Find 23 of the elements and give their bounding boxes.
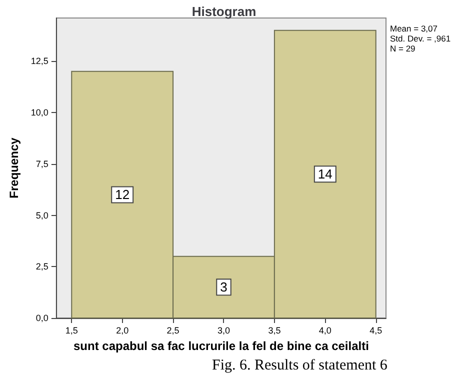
x-tick-label: 1,5 [65, 326, 78, 336]
caption: Fig. 6. Results of statement 6 [212, 358, 388, 374]
y-tick-label: 0,0 [36, 313, 48, 323]
x-tick-label: 2,5 [166, 326, 180, 336]
text: N = 29 [390, 44, 416, 54]
x-tick-label: 4,5 [370, 326, 382, 336]
y-tick-label: 2,5 [36, 262, 48, 272]
y-tick-label: 12,5 [30, 56, 48, 66]
x-tick-label: 3,5 [268, 326, 281, 336]
data-label: 12 [115, 187, 130, 202]
x-tick-label: 4,0 [318, 326, 332, 336]
y-tick-label: 7,5 [36, 158, 48, 169]
data-label: 3 [220, 280, 228, 295]
x-axis-title: sunt capabul sa fac lucrurile la fel de bine ca ceilalti [73, 339, 369, 353]
y-tick-label: 10,0 [30, 108, 48, 118]
text: Std. Dev. = ,961 [390, 34, 451, 44]
text: Mean = 3,07 [390, 24, 438, 34]
y-axis-title: Frequency [7, 137, 21, 198]
data-label: 14 [318, 166, 332, 182]
y-tick-label: 5,0 [36, 210, 48, 220]
x-tick-label: 2,0 [116, 326, 129, 336]
chart-title: Histogram [192, 4, 256, 19]
x-tick-label: 3,0 [217, 326, 230, 336]
